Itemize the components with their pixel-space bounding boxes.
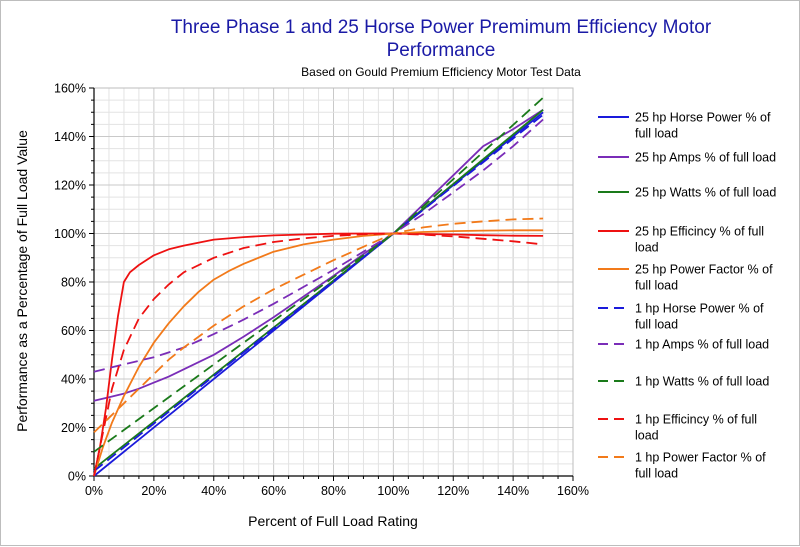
y-tick-label: 80% [61,276,86,290]
chart-title-line-1: Three Phase 1 and 25 Horse Power Premimu… [171,17,712,38]
series-line-2 [93,109,544,402]
legend-label-5: full load [635,279,678,293]
y-axis-label: Performance as a Percentage of Full Load… [14,130,30,432]
legend-label-2: 25 hp Amps % of full load [635,151,776,165]
y-tick-label: 140% [54,130,86,144]
x-tick-label: 80% [321,484,346,498]
legend-label-9: 1 hp Efficincy % of full [635,413,757,427]
chart-ticks: 0% 20% 40% 60% 80% 100% 120% 140% 160% 0% 20% 40% 60… [54,82,589,499]
legend-label-10: full load [635,467,678,481]
series-line-4 [93,232,544,477]
series-line-8 [93,97,544,453]
x-tick-label: 40% [201,484,226,498]
y-tick-label: 160% [54,82,86,96]
legend-label-9: load [635,429,659,443]
chart-legend: 25 hp Horse Power % of full load 25 hp Amp… [598,111,776,481]
chart-title-line-2: Performance [387,40,496,61]
series-line-7 [93,118,544,373]
series-line-10 [93,217,544,434]
series-line-5 [93,229,544,477]
y-tick-label: 20% [61,421,86,435]
series-line-1 [93,111,544,477]
legend-label-4: 25 hp Efficincy % of full [635,225,764,239]
legend-label-8: 1 hp Watts % of full load [635,375,769,389]
legend-label-10: 1 hp Power Factor % of [635,451,766,465]
legend-label-6: 1 hp Horse Power % of [635,302,764,316]
x-tick-label: 0% [85,484,103,498]
y-tick-label: 60% [61,324,86,338]
x-axis-label: Percent of Full Load Rating [248,513,418,529]
legend-label-1: full load [635,127,678,141]
x-tick-label: 120% [437,484,469,498]
legend-label-1: 25 hp Horse Power % of [635,111,771,125]
x-tick-label: 160% [557,484,589,498]
x-tick-label: 60% [261,484,286,498]
series-line-9 [93,232,544,477]
legend-label-5: 25 hp Power Factor % of [635,263,773,277]
x-tick-label: 20% [141,484,166,498]
x-tick-label: 100% [377,484,409,498]
x-tick-label: 140% [497,484,529,498]
y-tick-label: 40% [61,373,86,387]
legend-label-7: 1 hp Amps % of full load [635,338,769,352]
legend-label-6: full load [635,318,678,332]
chart-subtitle: Based on Gould Premium Efficiency Motor … [301,65,581,79]
y-tick-label: 0% [68,470,86,484]
chart-series-layer [93,97,544,477]
y-tick-label: 120% [54,179,86,193]
legend-label-4: load [635,241,659,255]
y-tick-label: 100% [54,227,86,241]
legend-label-3: 25 hp Watts % of full load [635,186,776,200]
